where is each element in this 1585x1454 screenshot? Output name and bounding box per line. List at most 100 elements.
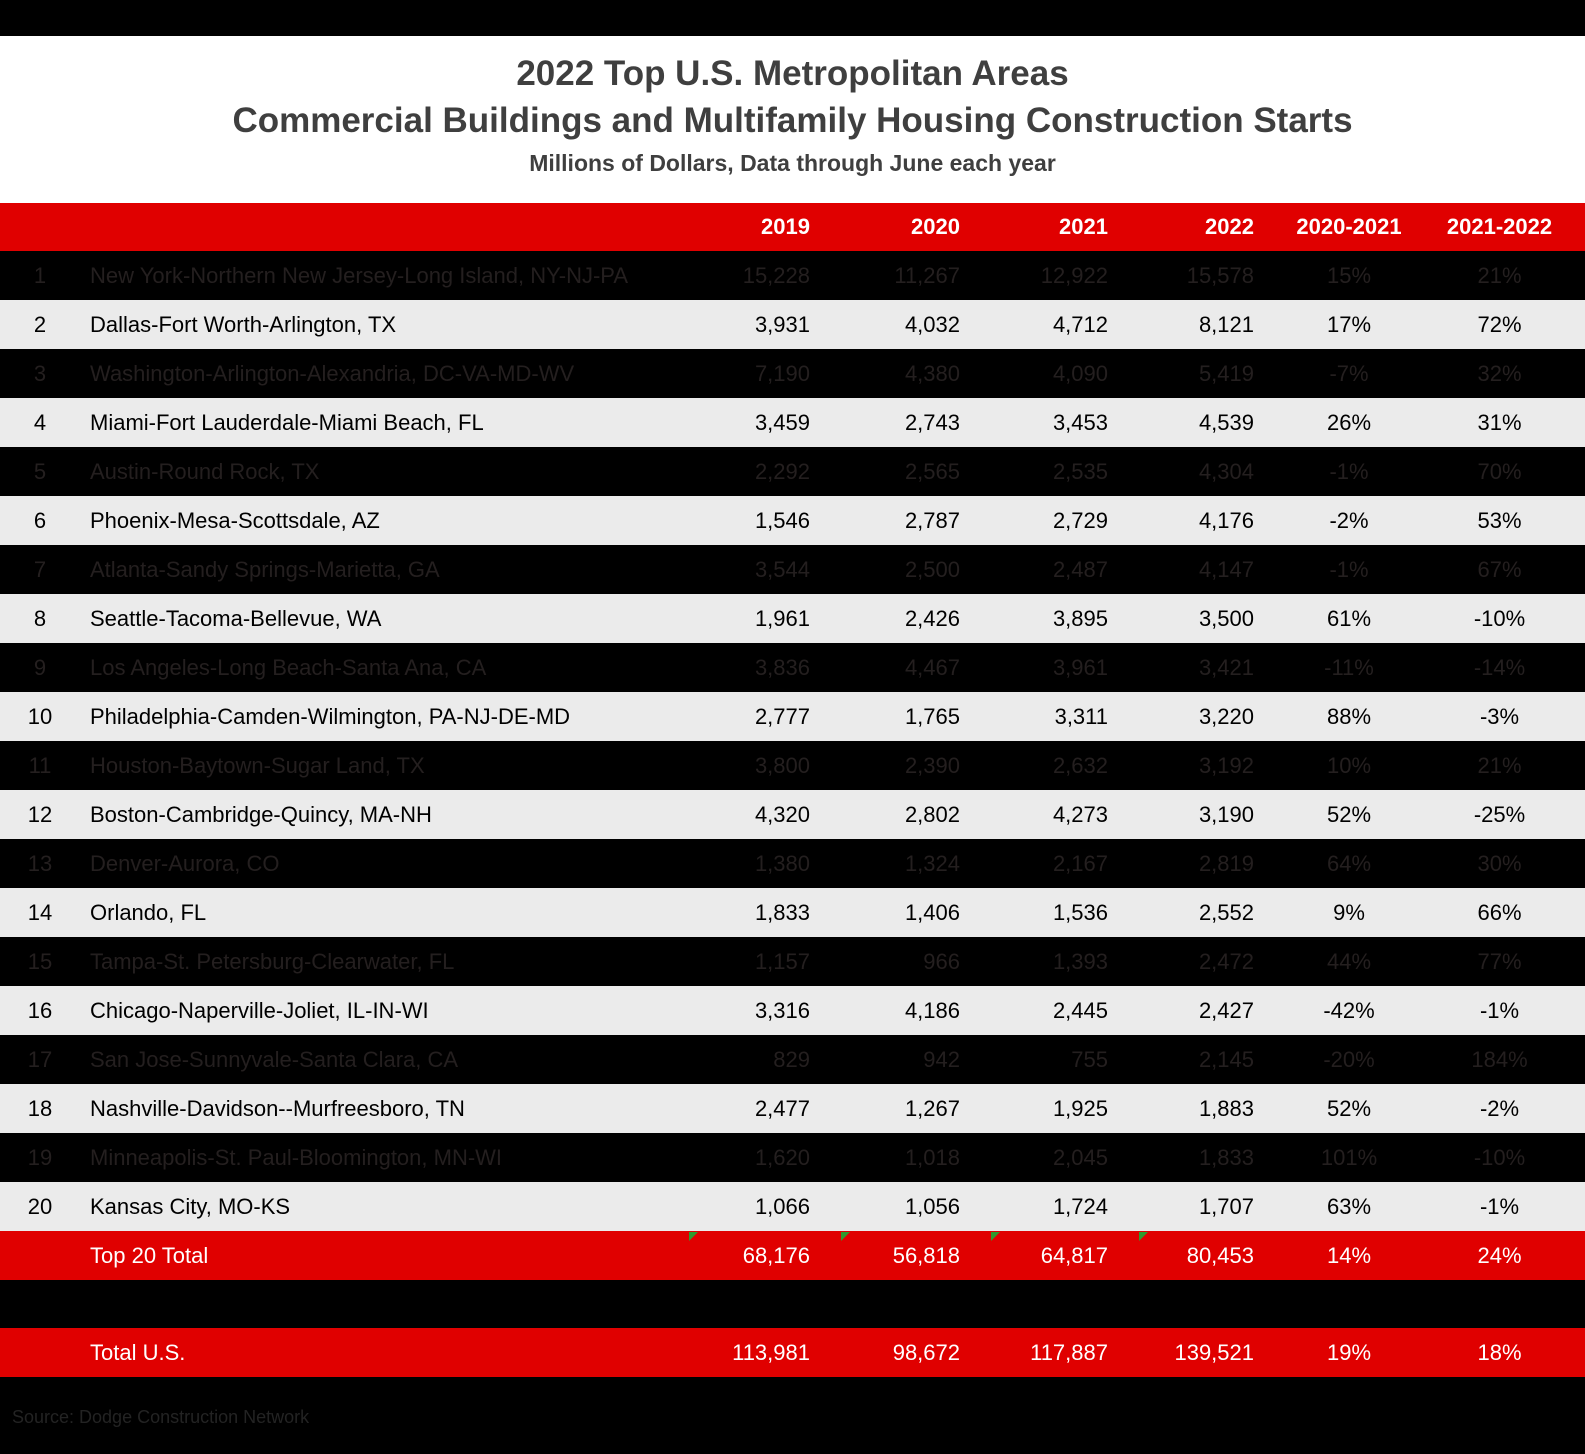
value-cell: 4,380 bbox=[904, 360, 960, 386]
value-cell: 1,393 bbox=[1052, 948, 1108, 974]
rank-cell: 2 bbox=[33, 311, 47, 337]
value-cell: 1,961 bbox=[754, 605, 810, 631]
value-cell: 4,539 bbox=[1198, 409, 1254, 435]
value-cell: 1,267 bbox=[904, 1095, 960, 1121]
value-cell: 67% bbox=[1477, 556, 1522, 582]
value-cell: 1,157 bbox=[754, 948, 810, 974]
rank-column-header bbox=[0, 203, 80, 251]
value-cell: 2,167 bbox=[1052, 850, 1108, 876]
value-cell: 1,324 bbox=[904, 850, 960, 876]
value-cell: 11,267 bbox=[894, 262, 960, 288]
value-cell: 1,380 bbox=[754, 850, 810, 876]
metro-cell: San Jose-Sunnyvale-Santa Clara, CA bbox=[90, 1046, 459, 1072]
table-row: 2 Dallas-Fort Worth-Arlington, TX 3,931 4,0… bbox=[0, 300, 1585, 349]
metro-cell: Tampa-St. Petersburg-Clearwater, FL bbox=[90, 948, 455, 974]
metro-construction-table: 2019 2020 2021 2022 2020-2021 2021-2022 … bbox=[0, 203, 1585, 1377]
value-cell: 4,090 bbox=[1052, 360, 1108, 386]
metro-cell: Miami-Fort Lauderdale-Miami Beach, FL bbox=[90, 409, 484, 435]
value-cell: 3,220 bbox=[1198, 703, 1254, 729]
value-cell: 68,176 bbox=[688, 1231, 840, 1280]
value-cell: 64% bbox=[1326, 850, 1372, 876]
table-row: 18 Nashville-Davidson--Murfreesboro, TN 2,… bbox=[0, 1084, 1585, 1133]
value-cell: 1,620 bbox=[754, 1144, 810, 1170]
value-cell: 1,707 bbox=[1198, 1193, 1254, 1219]
value-cell: 15,578 bbox=[1186, 262, 1254, 288]
rank-cell: 10 bbox=[27, 703, 53, 729]
value-cell: 3,192 bbox=[1198, 752, 1254, 778]
metro-cell: Denver-Aurora, CO bbox=[90, 850, 280, 876]
value-cell: 4,273 bbox=[1052, 801, 1108, 827]
value-cell: 4,186 bbox=[904, 997, 960, 1023]
header-row: 2019 2020 2021 2022 2020-2021 2021-2022 bbox=[0, 203, 1585, 251]
rank-cell: 9 bbox=[33, 654, 47, 680]
value-cell: 184% bbox=[1471, 1046, 1528, 1072]
value-cell: 3,459 bbox=[754, 409, 810, 435]
value-cell: 2,552 bbox=[1198, 899, 1254, 925]
value-cell: -7% bbox=[1329, 360, 1369, 386]
table-row: 15 Tampa-St. Petersburg-Clearwater, FL 1,1… bbox=[0, 937, 1585, 986]
value-cell: -1% bbox=[1329, 556, 1369, 582]
metro-cell: Kansas City, MO-KS bbox=[90, 1193, 291, 1219]
metro-cell: Chicago-Naperville-Joliet, IL-IN-WI bbox=[90, 997, 429, 1023]
value-cell: 2,632 bbox=[1052, 752, 1108, 778]
spacer-row bbox=[0, 1280, 1585, 1328]
rank-cell: 18 bbox=[27, 1095, 53, 1121]
value-cell: 15% bbox=[1326, 262, 1372, 288]
value-cell: 18% bbox=[1477, 1339, 1522, 1365]
value-cell: -11% bbox=[1324, 654, 1374, 680]
value-cell: 1,833 bbox=[1198, 1144, 1254, 1170]
value-cell: -3% bbox=[1479, 703, 1520, 729]
value-cell: 113,981 bbox=[732, 1339, 810, 1365]
value-cell: 31% bbox=[1477, 409, 1522, 435]
value-cell: 2,426 bbox=[904, 605, 960, 631]
value-cell: 1,765 bbox=[904, 703, 960, 729]
metro-cell: Washington-Arlington-Alexandria, DC-VA-M… bbox=[90, 360, 575, 386]
table-row: 17 San Jose-Sunnyvale-Santa Clara, CA 829 9… bbox=[0, 1035, 1585, 1084]
value-cell: 24% bbox=[1477, 1242, 1522, 1268]
value-cell: 3,421 bbox=[1198, 654, 1254, 680]
value-cell: 755 bbox=[1071, 1046, 1108, 1072]
value-cell: 3,500 bbox=[1198, 605, 1254, 631]
value-cell: 63% bbox=[1326, 1193, 1372, 1219]
value-cell: 4,467 bbox=[904, 654, 960, 680]
value-cell: 3,836 bbox=[754, 654, 810, 680]
table-row: 5 Austin-Round Rock, TX 2,292 2,565 2,535 4,3… bbox=[0, 447, 1585, 496]
value-cell: 101% bbox=[1320, 1144, 1378, 1170]
value-cell: 1,724 bbox=[1052, 1193, 1108, 1219]
value-cell: 2,045 bbox=[1052, 1144, 1108, 1170]
title-block: 2022 Top U.S. Metropolitan Areas Commerc… bbox=[0, 36, 1585, 203]
table-row: 14 Orlando, FL 1,833 1,406 1,536 2,552 9% 66% bbox=[0, 888, 1585, 937]
table-row: 12 Boston-Cambridge-Quincy, MA-NH 4,320 2,8… bbox=[0, 790, 1585, 839]
rank-cell: 12 bbox=[27, 801, 53, 827]
metro-cell: Nashville-Davidson--Murfreesboro, TN bbox=[90, 1095, 465, 1121]
value-cell: 88% bbox=[1326, 703, 1372, 729]
value-cell: 2,477 bbox=[754, 1095, 810, 1121]
value-cell: 72% bbox=[1477, 311, 1522, 337]
value-cell: 4,320 bbox=[754, 801, 810, 827]
value-cell: 10% bbox=[1326, 752, 1372, 778]
rank-cell bbox=[0, 1328, 80, 1377]
table-row: 8 Seattle-Tacoma-Bellevue, WA 1,961 2,426 3,… bbox=[0, 594, 1585, 643]
units-note: Millions of Dollars, Data through June e… bbox=[529, 150, 1056, 176]
value-cell: -2% bbox=[1329, 507, 1369, 533]
value-cell: 3,453 bbox=[1052, 409, 1108, 435]
value-cell: 1,883 bbox=[1198, 1095, 1254, 1121]
value-cell: 4,147 bbox=[1198, 556, 1254, 582]
table-row: 1 New York-Northern New Jersey-Long Islan… bbox=[0, 251, 1585, 300]
value-cell: 2,787 bbox=[904, 507, 960, 533]
rank-cell: 6 bbox=[33, 507, 47, 533]
value-cell: 966 bbox=[923, 948, 960, 974]
value-cell: 1,018 bbox=[904, 1144, 960, 1170]
value-cell: -10% bbox=[1473, 605, 1526, 631]
value-cell: 66% bbox=[1477, 899, 1522, 925]
column-header-2022: 2022 bbox=[1138, 203, 1284, 251]
table-row: 10 Philadelphia-Camden-Wilmington, PA-NJ-… bbox=[0, 692, 1585, 741]
value-cell: 61% bbox=[1326, 605, 1372, 631]
value-cell: 1,925 bbox=[1052, 1095, 1108, 1121]
metro-cell: Philadelphia-Camden-Wilmington, PA-NJ-DE… bbox=[90, 703, 571, 729]
value-cell: 3,895 bbox=[1052, 605, 1108, 631]
value-cell: 1,066 bbox=[754, 1193, 810, 1219]
value-cell: 2,500 bbox=[904, 556, 960, 582]
value-cell: 2,819 bbox=[1198, 850, 1254, 876]
